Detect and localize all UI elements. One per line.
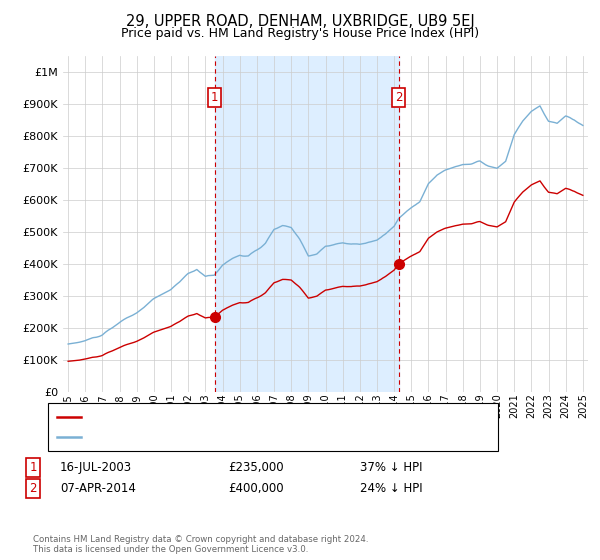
Text: 24% ↓ HPI: 24% ↓ HPI xyxy=(360,482,422,496)
Text: 16-JUL-2003: 16-JUL-2003 xyxy=(60,461,132,474)
Text: 2: 2 xyxy=(29,482,37,496)
Text: Price paid vs. HM Land Registry's House Price Index (HPI): Price paid vs. HM Land Registry's House … xyxy=(121,27,479,40)
Text: Contains HM Land Registry data © Crown copyright and database right 2024.
This d: Contains HM Land Registry data © Crown c… xyxy=(33,535,368,554)
Text: 1: 1 xyxy=(211,91,218,104)
Text: HPI: Average price, detached house, Buckinghamshire: HPI: Average price, detached house, Buck… xyxy=(87,432,371,442)
Text: 29, UPPER ROAD, DENHAM, UXBRIDGE, UB9 5EJ: 29, UPPER ROAD, DENHAM, UXBRIDGE, UB9 5E… xyxy=(125,14,475,29)
Text: £235,000: £235,000 xyxy=(228,461,284,474)
Text: 37% ↓ HPI: 37% ↓ HPI xyxy=(360,461,422,474)
Text: £400,000: £400,000 xyxy=(228,482,284,496)
Text: 2: 2 xyxy=(395,91,403,104)
Bar xyxy=(215,56,399,392)
Text: 29, UPPER ROAD, DENHAM, UXBRIDGE, UB9 5EJ (detached house): 29, UPPER ROAD, DENHAM, UXBRIDGE, UB9 5E… xyxy=(87,412,430,422)
Text: 07-APR-2014: 07-APR-2014 xyxy=(60,482,136,496)
Text: 1: 1 xyxy=(29,461,37,474)
